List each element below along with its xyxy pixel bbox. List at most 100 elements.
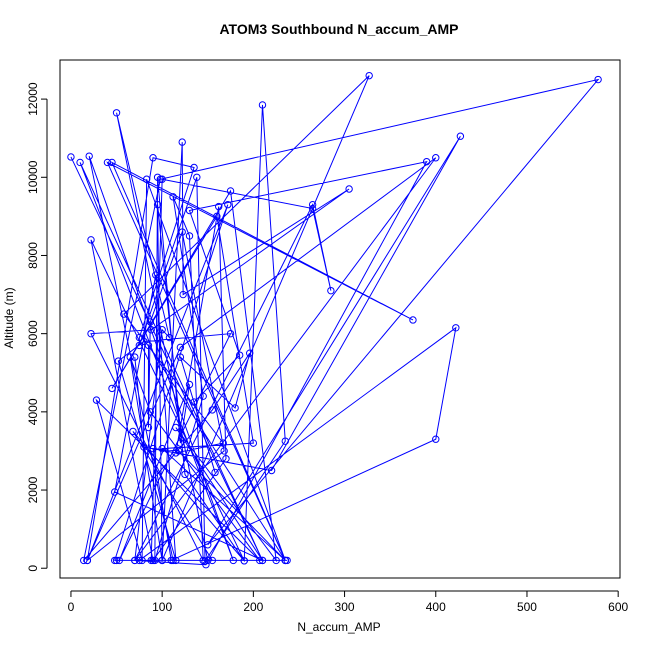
data-point (172, 556, 180, 565)
data-point (176, 353, 185, 361)
x-tick-label: 100 (152, 600, 172, 614)
data-point (178, 138, 186, 146)
data-point (140, 337, 148, 346)
data-point (158, 326, 166, 334)
data-point (594, 75, 602, 84)
data-point (246, 349, 254, 357)
data-point (131, 353, 139, 361)
data-point (432, 435, 440, 443)
data-point (185, 206, 194, 215)
data-point (87, 329, 95, 338)
data-point (281, 437, 289, 445)
data-point (204, 541, 212, 549)
x-tick-label: 400 (426, 600, 446, 614)
data-point (158, 556, 166, 565)
data-point (208, 406, 217, 414)
data-point (149, 154, 157, 162)
data-point (432, 154, 440, 162)
data-point (208, 556, 217, 565)
data-point (140, 443, 148, 451)
data-point (158, 444, 166, 453)
data-point (176, 439, 185, 447)
data-point (267, 466, 276, 475)
data-point (153, 200, 162, 209)
data-point (327, 286, 335, 295)
data-point (220, 447, 228, 455)
y-axis-title: Altitude (m) (2, 287, 16, 348)
data-point (115, 556, 123, 565)
data-point (120, 310, 128, 318)
series-line (70, 75, 600, 566)
data-point (129, 427, 137, 436)
x-tick-label: 0 (68, 600, 75, 614)
data-point (67, 153, 75, 161)
data-point (240, 557, 248, 565)
data-point (204, 556, 212, 565)
x-axis: 0 100 200 300 400 500 600 (68, 590, 629, 614)
data-point (83, 556, 92, 565)
data-point (108, 158, 116, 167)
data-point (146, 318, 154, 326)
data-point (108, 384, 116, 393)
data-point (281, 556, 289, 565)
y-tick-label: 8000 (26, 242, 40, 269)
data-point (112, 109, 121, 117)
data-point (308, 200, 317, 209)
data-point (219, 439, 227, 447)
y-tick-label: 6000 (26, 320, 40, 347)
data-point (111, 488, 119, 496)
data-point (149, 444, 157, 453)
data-point (456, 132, 465, 140)
data-point (135, 333, 144, 342)
data-point (185, 380, 194, 389)
data-point (76, 158, 84, 167)
data-point (142, 175, 151, 183)
series-group (67, 71, 602, 569)
data-point (224, 200, 232, 209)
data-point (176, 343, 185, 352)
data-point (190, 163, 198, 172)
x-tick-label: 200 (243, 600, 263, 614)
x-tick-label: 500 (517, 600, 537, 614)
data-point (193, 173, 201, 181)
data-point (80, 556, 88, 565)
data-point (190, 398, 198, 406)
data-point (185, 232, 194, 240)
data-point (85, 152, 93, 160)
data-point (152, 271, 160, 279)
data-point (308, 204, 317, 213)
y-tick-label: 12000 (26, 82, 40, 116)
data-point (215, 202, 223, 211)
x-tick-label: 600 (608, 600, 628, 614)
data-point (135, 556, 144, 565)
data-point (126, 353, 134, 361)
data-point (231, 404, 239, 412)
data-point (138, 556, 146, 565)
data-point (147, 326, 155, 334)
data-point (409, 316, 417, 324)
data-point (249, 439, 258, 447)
data-point (181, 470, 189, 479)
data-point (114, 357, 123, 365)
data-point (422, 157, 431, 166)
y-axis: 0 2000 4000 6000 8000 10000 12000 (26, 82, 48, 572)
x-tick-label: 300 (335, 600, 355, 614)
data-point (149, 556, 157, 565)
data-point (103, 158, 112, 167)
data-point (256, 556, 264, 565)
data-point (112, 556, 121, 565)
data-point (199, 392, 207, 400)
data-point (272, 556, 280, 565)
data-point (87, 236, 95, 244)
data-point (135, 341, 144, 350)
data-point (144, 423, 153, 432)
plot-frame (59, 59, 621, 579)
data-point (452, 324, 460, 332)
data-point (211, 468, 219, 477)
data-point (178, 228, 186, 236)
data-point (172, 449, 180, 457)
data-point (202, 561, 210, 569)
data-point (165, 333, 174, 342)
data-point (258, 556, 267, 565)
